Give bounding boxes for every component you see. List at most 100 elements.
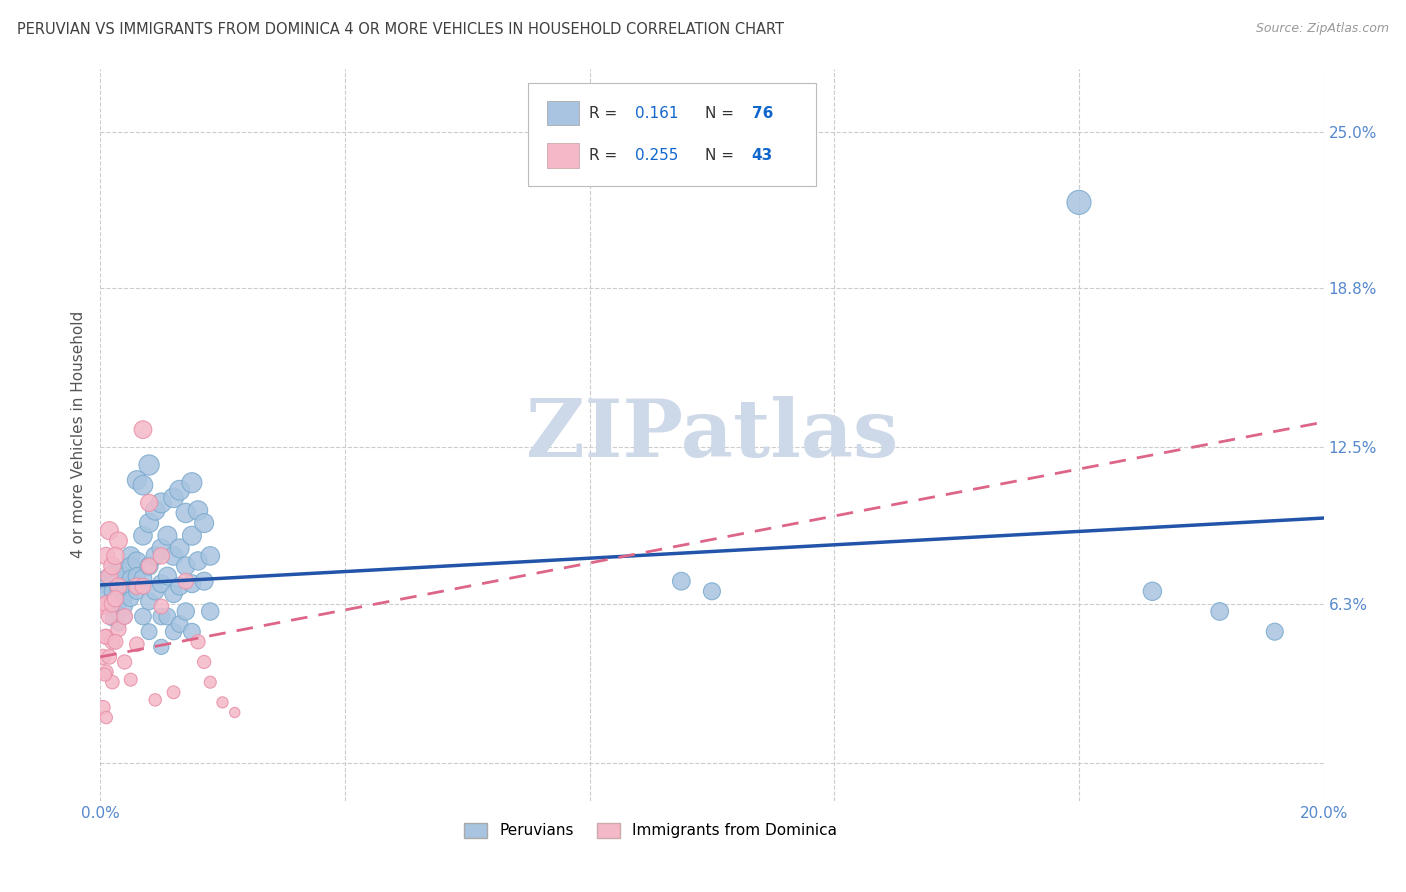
Point (98, 569, 121, 583)
Point (138, 594, 160, 608)
Point (193, 516, 215, 530)
Point (91, 700, 114, 714)
Point (180, 475, 202, 490)
Point (120, 582, 142, 596)
Point (107, 582, 129, 596)
Point (125, 569, 148, 583)
Point (107, 617, 129, 632)
Point (700, 584, 723, 599)
Point (671, 574, 693, 589)
Point (96, 665, 118, 679)
Point (143, 584, 166, 599)
Point (143, 503, 166, 517)
Point (156, 609, 179, 624)
Point (169, 579, 191, 593)
Point (114, 599, 136, 614)
Point (138, 559, 160, 574)
Point (1067, 195, 1090, 210)
Point (125, 473, 148, 487)
Point (150, 541, 173, 556)
Point (96, 572, 118, 586)
Point (1264, 624, 1286, 639)
Point (101, 602, 124, 616)
Point (91, 649, 114, 664)
Point (174, 559, 197, 574)
Point (104, 591, 127, 606)
Point (150, 496, 173, 510)
Point (180, 576, 202, 591)
Point (156, 569, 179, 583)
Point (187, 634, 209, 648)
Point (193, 655, 215, 669)
Point (114, 579, 136, 593)
Point (107, 574, 129, 589)
Text: Source: ZipAtlas.com: Source: ZipAtlas.com (1256, 22, 1389, 36)
Point (1142, 584, 1164, 599)
Point (101, 597, 124, 611)
Point (180, 529, 202, 543)
Point (96, 597, 118, 611)
Point (1208, 605, 1230, 619)
Point (107, 579, 129, 593)
Point (101, 584, 124, 599)
Point (120, 549, 142, 563)
Point (96, 587, 118, 601)
Point (187, 503, 209, 517)
Point (138, 559, 160, 574)
Point (193, 574, 215, 589)
Legend: Peruvians, Immigrants from Dominica: Peruvians, Immigrants from Dominica (458, 817, 844, 845)
Point (114, 655, 136, 669)
Point (104, 549, 127, 563)
Point (91, 599, 114, 614)
Point (162, 624, 184, 639)
Point (94, 667, 117, 681)
Point (162, 549, 184, 563)
Point (132, 579, 155, 593)
Point (120, 591, 142, 606)
Point (200, 605, 222, 619)
Point (98, 649, 121, 664)
Point (96, 710, 118, 724)
Point (180, 624, 202, 639)
FancyBboxPatch shape (529, 83, 815, 186)
Text: PERUVIAN VS IMMIGRANTS FROM DOMINICA 4 OR MORE VEHICLES IN HOUSEHOLD CORRELATION: PERUVIAN VS IMMIGRANTS FROM DOMINICA 4 O… (17, 22, 785, 37)
Point (96, 597, 118, 611)
Point (150, 609, 173, 624)
Point (104, 634, 127, 648)
Point (156, 529, 179, 543)
Text: N =: N = (706, 148, 740, 163)
Point (174, 605, 197, 619)
Point (138, 624, 160, 639)
Point (138, 496, 160, 510)
Point (114, 590, 136, 604)
Point (101, 576, 124, 591)
Point (114, 609, 136, 624)
Point (132, 572, 155, 586)
Point (125, 584, 148, 599)
Point (162, 587, 184, 601)
Point (162, 685, 184, 699)
Point (107, 590, 129, 604)
Point (224, 706, 246, 720)
Point (150, 640, 173, 654)
Point (211, 695, 233, 709)
Point (120, 559, 142, 574)
FancyBboxPatch shape (547, 101, 579, 126)
Point (138, 458, 160, 472)
Point (107, 607, 129, 621)
Point (101, 566, 124, 581)
Point (120, 673, 142, 687)
Point (101, 594, 124, 608)
Point (200, 549, 222, 563)
Point (132, 609, 155, 624)
Point (101, 634, 124, 648)
Text: R =: R = (589, 148, 621, 163)
Point (114, 569, 136, 583)
Point (96, 579, 118, 593)
Point (174, 506, 197, 520)
Text: 0.255: 0.255 (636, 148, 679, 163)
Point (132, 529, 155, 543)
Point (150, 599, 173, 614)
Point (94, 630, 117, 644)
Point (114, 609, 136, 624)
